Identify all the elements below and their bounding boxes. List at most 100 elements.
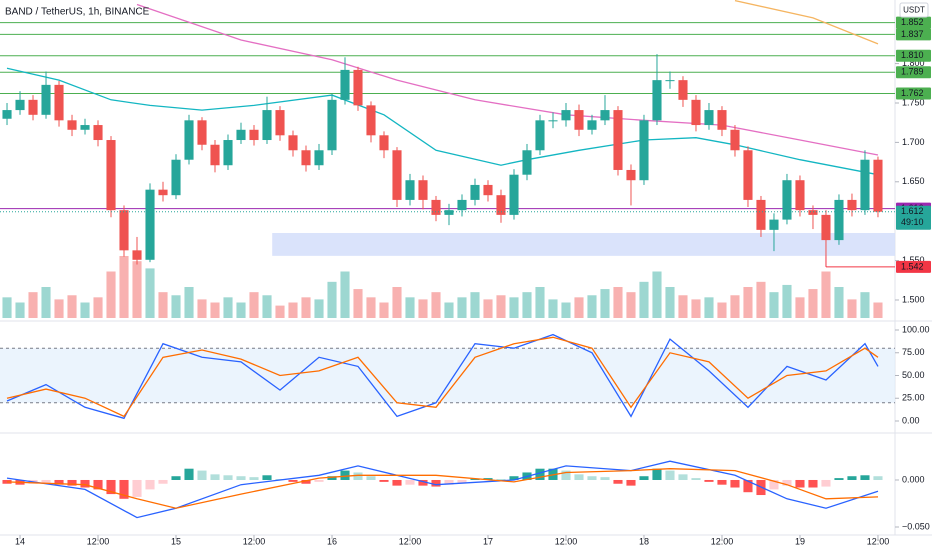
macd-histogram-bar [639,476,649,480]
macd-histogram-bar [54,479,64,485]
candle-body [808,210,818,215]
volume-bar [626,292,636,318]
macd-histogram-bar [782,479,792,486]
candle-body [496,195,506,215]
x-tick-label: 15 [171,536,181,546]
macd-histogram-bar [795,479,805,488]
price-label-box [896,49,931,62]
price-label: 1.762 [901,88,924,98]
volume-bar [275,305,285,318]
volume-bar [405,297,415,318]
y-tick-label: 0.00 [902,415,920,425]
candle-body [704,110,714,126]
candle-body [691,99,701,126]
x-tick-label: 19 [795,536,805,546]
macd-histogram-bar [873,476,883,480]
macd-histogram-bar [223,475,233,480]
currency: USDT [903,6,925,15]
macd-histogram-bar [587,476,597,480]
candle-body [106,140,116,211]
volume-bar [743,287,753,318]
candle-body [717,110,727,130]
macd-histogram-bar [860,475,870,480]
volume-bar [184,287,194,318]
volume-bar [327,281,337,318]
volume-bar [613,287,623,318]
macd-histogram-bar [158,479,168,484]
volume-bar [795,297,805,318]
macd-histogram-bar [600,477,610,480]
macd-histogram-bar [106,479,116,495]
price-label: 1.612 [901,206,924,216]
macd-histogram-bar [418,479,428,486]
macd-histogram-bar [431,479,441,487]
volume-bar [145,268,155,318]
candle-body [93,125,103,141]
candle-body [132,250,142,260]
volume-bar [678,295,688,318]
macd-histogram-bar [769,479,779,490]
y-tick-label: 1.800 [902,58,925,68]
candle-body [470,184,480,200]
volume-bar [379,302,389,318]
macd-histogram-bar [821,479,831,487]
candle-body [41,84,51,115]
macd-histogram-bar [145,479,155,490]
macd-histogram-bar [67,479,77,486]
price-label-box [896,28,931,41]
candle-body [301,150,311,166]
moving-average [734,0,879,45]
candle-body [665,80,675,82]
candle-body [327,99,337,151]
candle-body [639,120,649,181]
price-label: 1.837 [901,29,924,39]
macd-histogram-bar [847,476,857,480]
macd-histogram-bar [743,479,753,493]
price-label: 1.810 [901,50,924,60]
stoch-line [6,333,879,420]
volume-bar [847,299,857,318]
y-tick-label: 1.500 [902,294,925,304]
volume-bar [717,302,727,318]
candle-body [756,199,766,230]
candle-body [340,69,350,100]
x-tick-label: 12:00 [711,536,734,546]
macd-histogram-bar [379,479,389,482]
candle-body [184,120,194,160]
macd-histogram-bar [535,468,545,480]
candle-body [483,184,493,196]
candle-body [769,219,779,230]
macd-histogram-bar [496,479,506,480]
candle-body [548,120,558,122]
y-tick-label: 0.000 [902,474,925,484]
candle-body [2,110,12,119]
candle-body [509,174,519,215]
macd-histogram-bar [132,479,142,497]
volume-bar [340,271,350,318]
volume-bar [821,271,831,318]
candle-body [288,135,298,151]
candle-body [782,180,792,220]
moving-average [136,3,879,156]
macd-histogram-bar [444,479,454,485]
y-tick-label: 50.00 [902,370,925,380]
candle-body [860,159,870,211]
candle-body [561,110,571,121]
volume-bar [873,302,883,318]
y-tick-label: 1.550 [902,255,925,265]
y-tick-label: 1.650 [902,176,925,186]
y-tick-label: 100.00 [902,324,930,334]
y-tick-label: 1.700 [902,137,925,147]
macd-line [6,468,879,509]
x-tick-label: 14 [15,536,25,546]
candle-body [171,159,181,196]
candle-body [678,80,688,100]
x-tick-label: 12:00 [87,536,110,546]
volume-bar [782,284,792,318]
volume-bar [15,302,25,318]
volume-bar [808,289,818,318]
macd-histogram-bar [392,479,402,486]
volume-bar [119,256,129,318]
volume-bar [509,297,519,318]
